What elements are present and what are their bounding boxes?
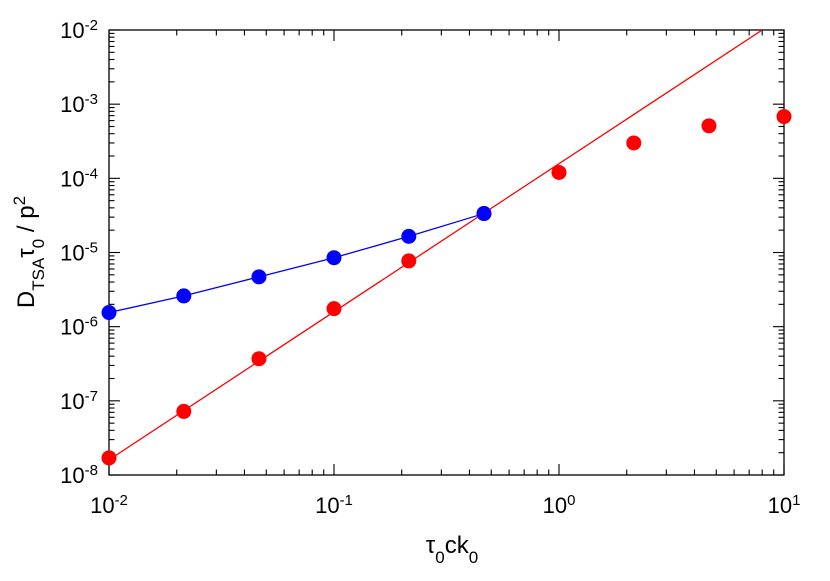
y-tick-label: 10-3 xyxy=(60,91,98,118)
x-tick-label-exponent: -1 xyxy=(340,492,353,509)
y-tick-label: 10-8 xyxy=(60,462,98,489)
y-tick-label: 10-6 xyxy=(60,313,98,340)
x-label-part: ck xyxy=(445,532,470,559)
x-tick-label: 101 xyxy=(768,492,801,519)
data-point xyxy=(176,288,192,304)
y-tick-label-exponent: -6 xyxy=(85,313,98,330)
data-point xyxy=(401,253,417,269)
y-label-part: / p xyxy=(13,205,40,238)
y-tick-label-exponent: -5 xyxy=(85,239,98,256)
y-tick-label: 10-7 xyxy=(60,387,98,414)
y-label-part: 0 xyxy=(29,239,48,248)
x-tick-label-exponent: 1 xyxy=(792,492,800,509)
data-point xyxy=(401,228,417,244)
x-tick-label: 10-2 xyxy=(90,492,128,519)
data-point xyxy=(701,118,717,134)
y-tick-label: 10-5 xyxy=(60,239,98,266)
data-point xyxy=(626,135,642,151)
x-label-part: 0 xyxy=(469,548,478,567)
data-point xyxy=(326,250,342,266)
y-tick-label-base: 10 xyxy=(60,18,84,43)
x-tick-label-base: 10 xyxy=(768,493,792,518)
fit-line xyxy=(109,30,763,461)
y-label-part: 2 xyxy=(10,196,29,205)
y-tick-label-base: 10 xyxy=(60,315,84,340)
x-axis-label: τ0ck0 xyxy=(426,532,478,567)
data-point xyxy=(551,164,567,180)
x-tick-label-base: 10 xyxy=(315,493,339,518)
y-axis-label: DTSAτ0 / p2 xyxy=(10,196,48,308)
x-label-part: 0 xyxy=(435,548,444,567)
y-label-part: D xyxy=(13,291,40,308)
y-label-part: TSA xyxy=(29,257,48,291)
y-tick-label-base: 10 xyxy=(60,92,84,117)
data-point xyxy=(251,269,267,285)
y-tick-label-exponent: -3 xyxy=(85,91,98,108)
y-tick-label-base: 10 xyxy=(60,166,84,191)
data-point xyxy=(476,206,492,222)
x-tick-label-exponent: -2 xyxy=(115,492,128,509)
series-line xyxy=(108,212,485,314)
data-point xyxy=(326,301,342,317)
axis-ticks xyxy=(108,29,785,476)
y-tick-label-base: 10 xyxy=(60,463,84,488)
y-tick-labels: 10-810-710-610-510-410-310-2 xyxy=(60,17,98,489)
data-point xyxy=(251,351,267,367)
plot-frame xyxy=(108,29,785,476)
data-point xyxy=(101,450,117,466)
data-point xyxy=(176,403,192,419)
y-tick-label: 10-4 xyxy=(60,165,98,192)
y-tick-label-base: 10 xyxy=(60,389,84,414)
fit-line-group xyxy=(109,30,763,461)
data-point xyxy=(776,109,792,125)
y-tick-label-exponent: -8 xyxy=(85,462,98,479)
data-point xyxy=(101,305,117,321)
series-lines xyxy=(108,212,485,314)
x-tick-labels: 10-2 10-1 100 101 xyxy=(90,492,800,519)
y-tick-label-exponent: -7 xyxy=(85,387,98,404)
data-points xyxy=(101,109,792,466)
y-tick-label: 10-2 xyxy=(60,17,98,44)
x-tick-label: 10-1 xyxy=(315,492,353,519)
x-tick-label-base: 10 xyxy=(90,493,114,518)
x-tick-label: 100 xyxy=(543,492,576,519)
x-tick-label-exponent: 0 xyxy=(567,492,575,509)
y-tick-label-base: 10 xyxy=(60,241,84,266)
y-label-part: τ xyxy=(13,248,40,258)
y-tick-label-exponent: -2 xyxy=(85,17,98,34)
y-tick-label-exponent: -4 xyxy=(85,165,98,182)
x-tick-label-base: 10 xyxy=(543,493,567,518)
x-label-part: τ xyxy=(426,532,436,559)
